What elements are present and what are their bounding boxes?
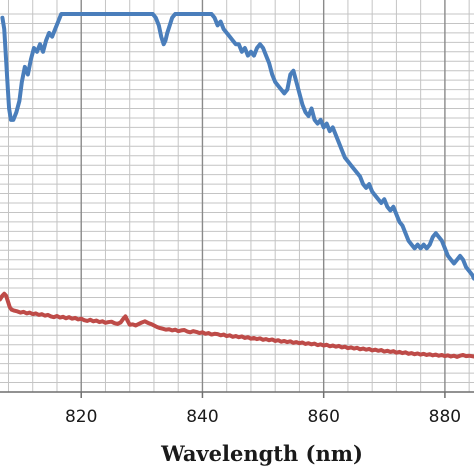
series-line-2 bbox=[0, 291, 474, 359]
series-line-1 bbox=[0, 12, 474, 281]
x-tick-label: 820 bbox=[65, 407, 97, 427]
x-axis-title: Wavelength (nm) bbox=[160, 441, 363, 466]
grid-major bbox=[80, 0, 446, 392]
x-ticks: 820 840 860 880 bbox=[65, 392, 461, 427]
x-tick-label: 860 bbox=[307, 407, 339, 427]
grid-minor bbox=[0, 0, 474, 393]
x-tick-label: 840 bbox=[186, 407, 218, 427]
x-tick-label: 880 bbox=[429, 407, 461, 427]
series-layer bbox=[0, 12, 474, 359]
